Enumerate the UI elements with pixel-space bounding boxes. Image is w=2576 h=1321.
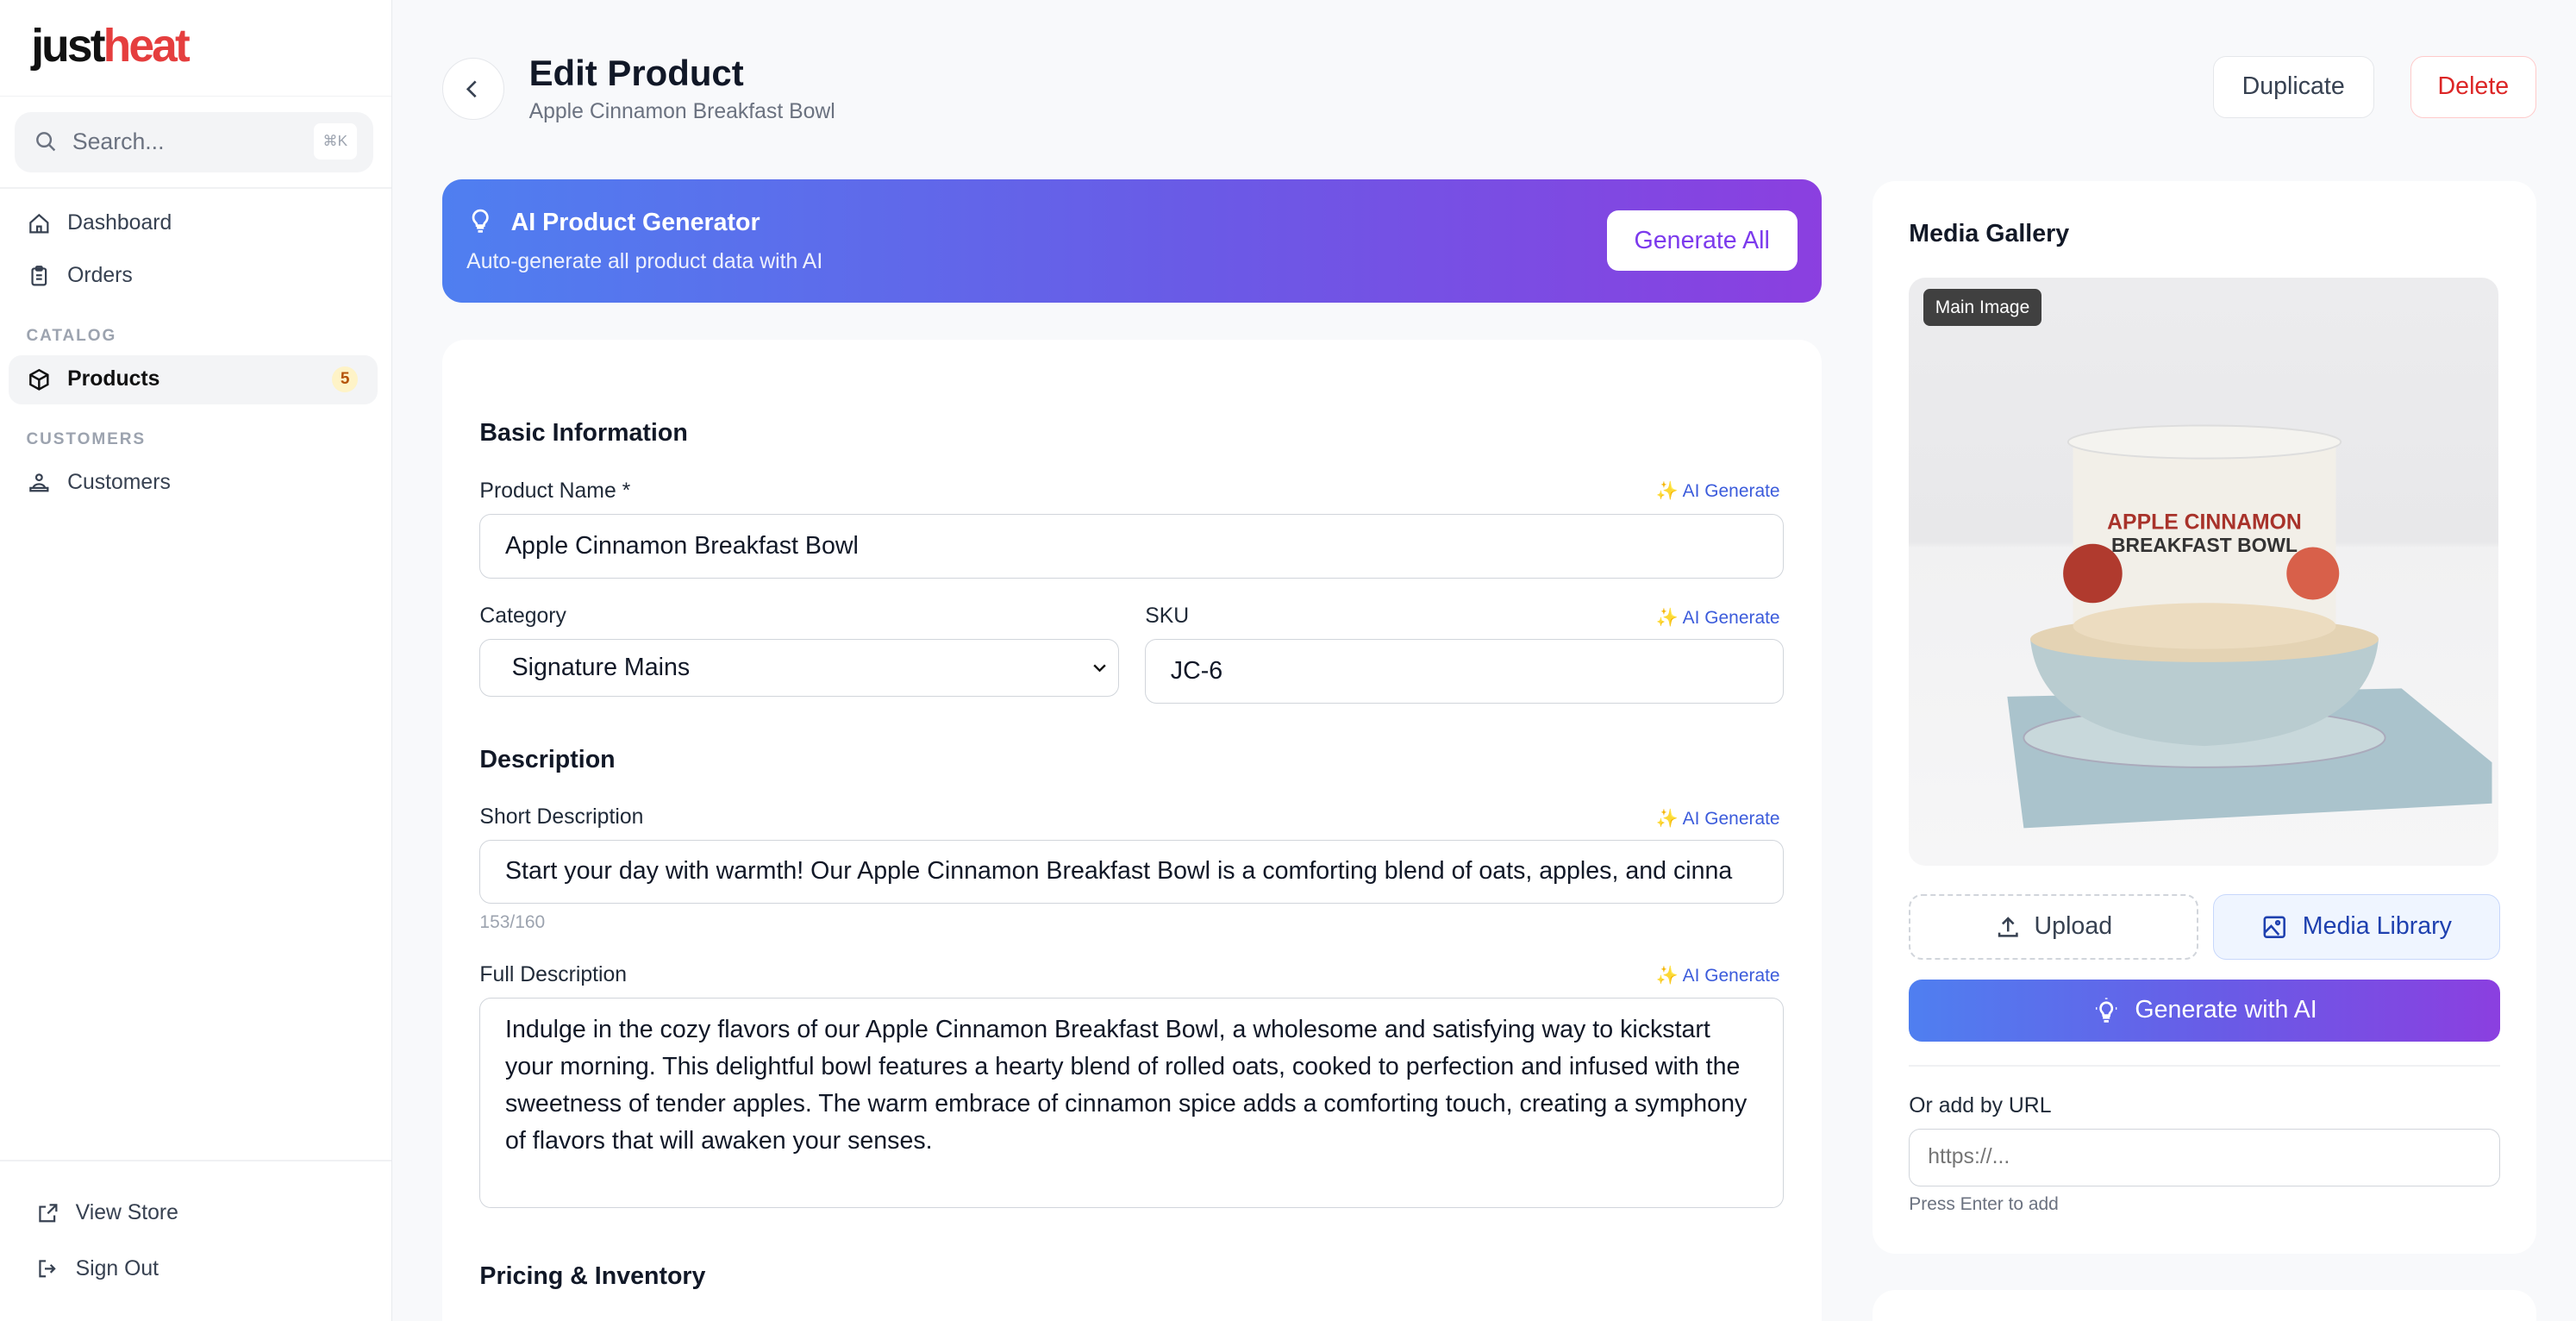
- section-heading-basic: Basic Information: [479, 418, 688, 447]
- full-description-textarea[interactable]: Indulge in the cozy flavors of our Apple…: [479, 997, 1785, 1208]
- category-select[interactable]: Signature Mains: [479, 639, 1119, 697]
- cube-icon: [29, 368, 49, 391]
- sidebar-item-label: Dashboard: [67, 211, 172, 235]
- svg-text:APPLE CINNAMON: APPLE CINNAMON: [2107, 511, 2302, 535]
- shortcut-hint: ⌘K: [313, 122, 357, 160]
- url-hint: Press Enter to add: [1909, 1194, 2059, 1215]
- sidebar-item-orders[interactable]: Orders: [9, 252, 378, 301]
- banner-subtitle: Auto-generate all product data with AI: [466, 249, 823, 273]
- chevron-down-icon: [1093, 664, 1106, 673]
- section-heading-description: Description: [479, 746, 616, 774]
- ai-generate-full-description-button[interactable]: ✨ AI Generate: [1655, 966, 1780, 986]
- ai-generate-short-description-button[interactable]: ✨ AI Generate: [1655, 808, 1780, 829]
- product-name-input[interactable]: Apple Cinnamon Breakfast Bowl: [479, 514, 1785, 579]
- category-label: Category: [479, 604, 566, 629]
- sku-input[interactable]: JC-6: [1145, 639, 1785, 704]
- upload-button[interactable]: Upload: [1909, 893, 2198, 960]
- section-title-customers: CUSTOMERS: [26, 430, 146, 449]
- clipboard-icon: [31, 265, 47, 286]
- logo[interactable]: justheat: [31, 20, 190, 72]
- category-value: Signature Mains: [511, 654, 691, 682]
- svg-text:BREAKFAST BOWL: BREAKFAST BOWL: [2111, 534, 2298, 556]
- ai-generate-name-button[interactable]: ✨ AI Generate: [1655, 481, 1780, 502]
- character-counter: 153/160: [479, 911, 546, 932]
- image-url-input[interactable]: [1909, 1129, 2501, 1186]
- count-badge: 5: [331, 366, 359, 393]
- sign-out-button[interactable]: Sign Out: [36, 1257, 159, 1281]
- upload-label: Upload: [2034, 912, 2113, 941]
- upload-icon: [1998, 916, 2018, 937]
- sign-out-icon: [39, 1260, 56, 1278]
- duplicate-button[interactable]: Duplicate: [2212, 55, 2374, 119]
- sidebar-item-label: Customers: [67, 471, 171, 495]
- delete-button[interactable]: Delete: [2410, 55, 2537, 119]
- view-store-link[interactable]: View Store: [36, 1201, 178, 1225]
- sidebar-item-customers[interactable]: Customers: [9, 459, 378, 508]
- divider: [0, 1160, 392, 1162]
- generate-all-button[interactable]: Generate All: [1606, 210, 1798, 272]
- sidebar-item-label: Products: [67, 367, 160, 391]
- banner-title: AI Product Generator: [510, 209, 760, 236]
- sidebar-item-label: Orders: [67, 264, 133, 288]
- external-link-icon: [39, 1203, 58, 1222]
- main-product-image[interactable]: APPLE CINNAMON BREAKFAST BOWL Main Image: [1909, 278, 2499, 867]
- lightbulb-icon: [2095, 998, 2117, 1023]
- divider: [1909, 1064, 2501, 1067]
- search-input[interactable]: Search... ⌘K: [15, 111, 373, 173]
- short-description-label: Short Description: [479, 804, 644, 829]
- ai-generate-sku-button[interactable]: ✨ AI Generate: [1655, 608, 1780, 629]
- sku-label: SKU: [1145, 604, 1190, 629]
- page-subtitle: Apple Cinnamon Breakfast Bowl: [528, 100, 835, 124]
- full-description-label: Full Description: [479, 962, 628, 986]
- link-label: Sign Out: [75, 1256, 159, 1280]
- media-gallery-title: Media Gallery: [1909, 220, 2070, 248]
- generate-with-ai-button[interactable]: Generate with AI: [1909, 979, 2501, 1042]
- sidebar-item-products[interactable]: Products 5: [8, 354, 378, 404]
- back-button[interactable]: [441, 57, 504, 121]
- section-heading-pricing: Pricing & Inventory: [479, 1262, 706, 1290]
- link-label: View Store: [75, 1200, 178, 1224]
- image-icon: [2263, 916, 2286, 938]
- divider: [0, 187, 392, 190]
- users-icon: [29, 473, 49, 492]
- divider: [0, 95, 392, 97]
- product-form-card: [441, 340, 1823, 1321]
- home-icon: [29, 213, 49, 234]
- product-name-label: Product Name *: [479, 479, 631, 504]
- url-label: Or add by URL: [1909, 1094, 2052, 1118]
- sidebar: justheat Search... ⌘K Dashboard Orders C…: [0, 0, 393, 1321]
- section-title-catalog: CATALOG: [26, 327, 117, 346]
- lightbulb-icon: [472, 209, 489, 233]
- generate-label: Generate with AI: [2135, 996, 2317, 1024]
- next-card: [1873, 1289, 2537, 1321]
- page-title: Edit Product: [528, 52, 744, 93]
- chevron-left-icon: [466, 80, 478, 97]
- product-photo: APPLE CINNAMON BREAKFAST BOWL: [2007, 424, 2492, 829]
- short-description-input[interactable]: Start your day with warmth! Our Apple Ci…: [479, 839, 1785, 905]
- search-icon: [36, 132, 56, 152]
- sidebar-item-dashboard[interactable]: Dashboard: [9, 199, 378, 248]
- ai-generator-banner: AI Product Generator Auto-generate all p…: [441, 178, 1823, 303]
- media-library-label: Media Library: [2302, 912, 2452, 941]
- main-image-tag: Main Image: [1923, 289, 2041, 327]
- media-library-button[interactable]: Media Library: [2212, 893, 2501, 960]
- search-placeholder: Search...: [72, 128, 165, 155]
